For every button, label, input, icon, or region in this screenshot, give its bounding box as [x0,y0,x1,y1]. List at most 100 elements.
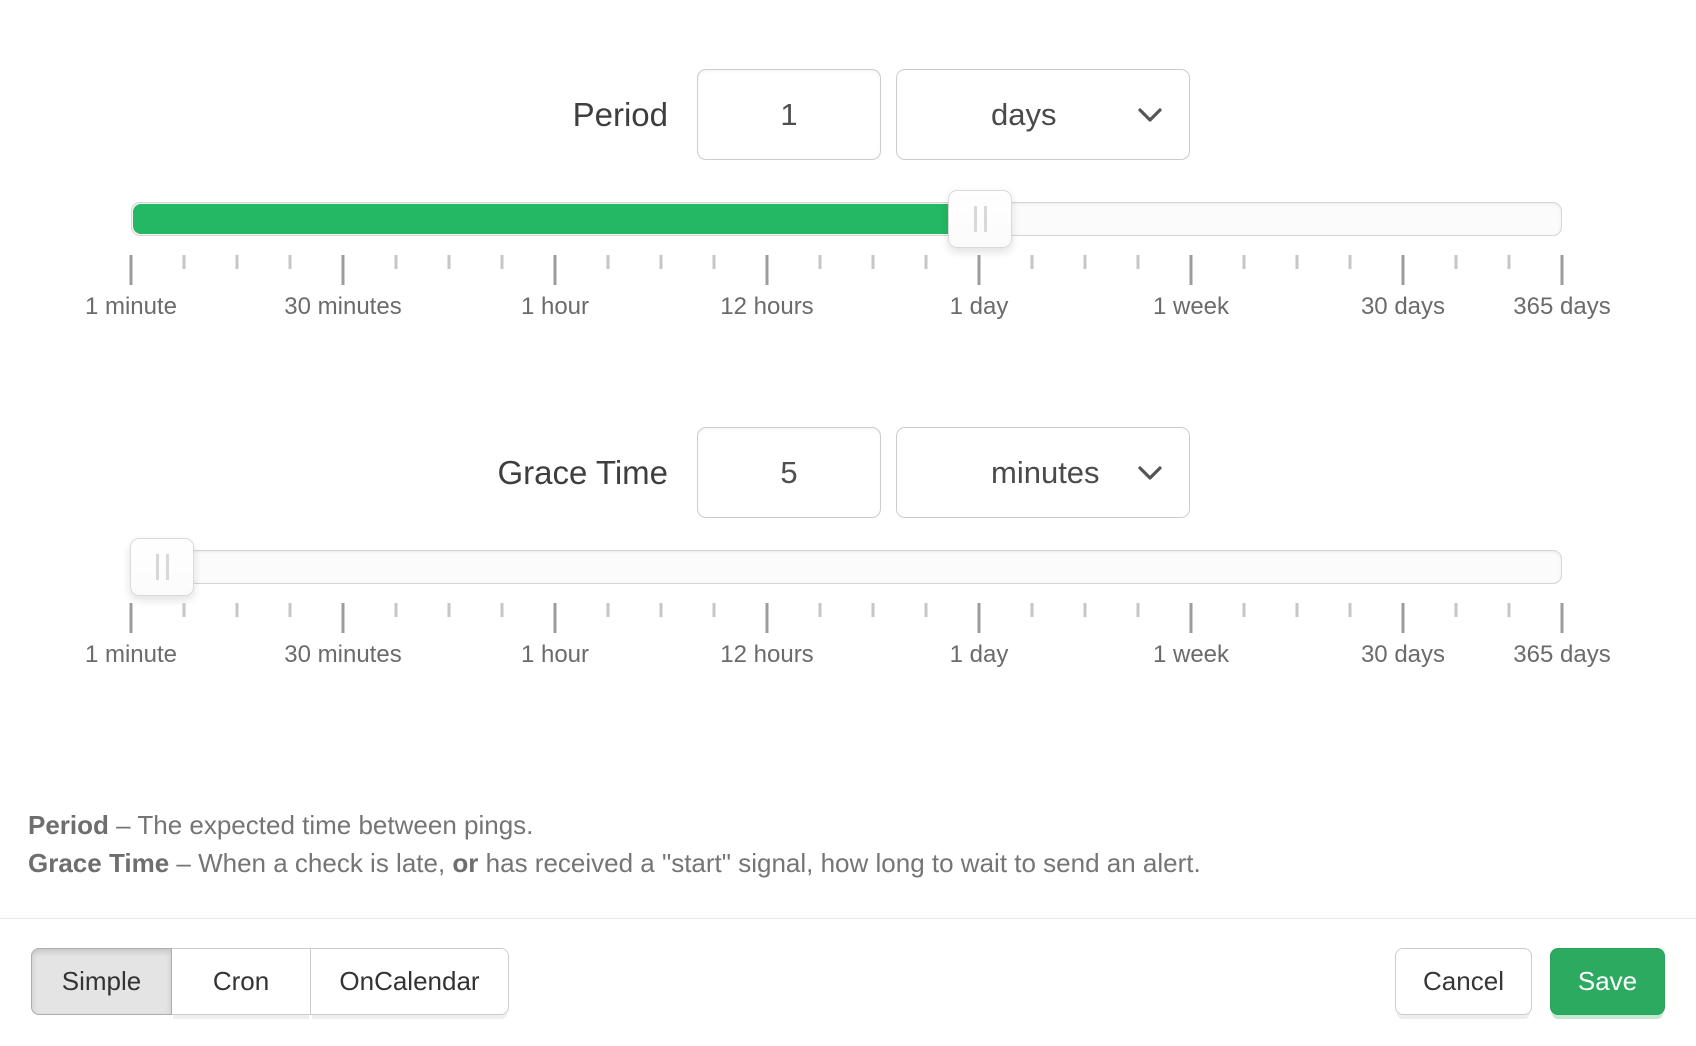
footer-divider [0,918,1696,919]
grace-slider-ticks: 1 minute 30 minutes 1 hour 12 hours 1 day 1 w… [85,603,1611,683]
minor-tick [1136,255,1140,269]
minor-tick [924,603,928,617]
grip-line-icon [155,554,159,580]
tick-label: 30 days [1360,641,1446,668]
minor-tick [1454,603,1458,617]
major-tick [1189,255,1193,285]
grace-value-input[interactable] [697,427,881,518]
tick-label: 1 minute [84,641,178,668]
help-text: Period – The expected time between pings… [28,806,1656,882]
minor-tick [712,255,716,269]
minor-tick [182,255,186,269]
minor-tick [394,603,398,617]
major-tick [765,255,769,285]
tick-label: 1 day [949,641,1009,668]
major-tick [553,255,557,285]
period-value-input[interactable] [697,69,881,160]
major-tick [129,603,133,633]
major-tick [977,255,981,285]
grip-line-icon [973,206,977,232]
tick-label: 1 week [1152,293,1230,320]
tick-label: 30 minutes [284,641,402,668]
tick-label: 30 days [1360,293,1446,320]
save-button[interactable]: Save [1550,948,1665,1015]
grip-line-icon [165,554,169,580]
tick-label: 12 hours [720,293,814,320]
schedule-mode-group: Simple Cron OnCalendar [31,948,509,1015]
minor-tick [659,255,663,269]
mode-button-cron[interactable]: Cron [171,948,311,1015]
grace-help-term: Grace Time [28,848,170,878]
major-tick [129,255,133,285]
minor-tick [1507,255,1511,269]
minor-tick [606,603,610,617]
minor-tick [500,603,504,617]
minor-tick [182,603,186,617]
minor-tick [500,255,504,269]
minor-tick [1242,255,1246,269]
tick-label: 1 minute [84,293,178,320]
minor-tick [818,255,822,269]
period-slider-fill [133,204,980,234]
period-unit-value: days [991,96,1057,132]
major-tick [1401,603,1405,633]
tick-label: 1 day [949,293,1009,320]
minor-tick [447,255,451,269]
minor-tick [1030,255,1034,269]
minor-tick [1507,603,1511,617]
major-tick [553,603,557,633]
minor-tick [659,603,663,617]
grace-help-line: Grace Time – When a check is late, or ha… [28,848,1201,878]
minor-tick [447,603,451,617]
grace-unit-select[interactable]: minutes [896,427,1190,518]
major-tick [341,603,345,633]
minor-tick [1030,603,1034,617]
major-tick [765,603,769,633]
cancel-button[interactable]: Cancel [1395,948,1532,1015]
period-slider-handle[interactable] [948,190,1012,248]
period-slider-track[interactable] [131,190,1562,248]
major-tick [1560,255,1564,285]
major-tick [1401,255,1405,285]
tick-label: 30 minutes [284,293,402,320]
grace-slider-track[interactable] [130,538,1562,596]
period-help-line: Period – The expected time between pings… [28,810,534,840]
minor-tick [235,603,239,617]
minor-tick [235,255,239,269]
grace-slider-handle[interactable] [130,538,195,596]
tick-label: 12 hours [720,641,814,668]
major-tick [1189,603,1193,633]
minor-tick [1083,255,1087,269]
tick-label: 365 days [1513,641,1611,668]
major-tick [341,255,345,285]
tick-label: 365 days [1513,293,1611,320]
period-help-term: Period [28,810,109,840]
minor-tick [288,255,292,269]
tick-label: 1 hour [520,293,590,320]
major-tick [1560,603,1564,633]
minor-tick [1083,603,1087,617]
minor-tick [871,603,875,617]
minor-tick [871,255,875,269]
minor-tick [394,255,398,269]
minor-tick [1348,255,1352,269]
minor-tick [1348,603,1352,617]
grip-line-icon [983,206,987,232]
chevron-down-icon [1138,465,1162,480]
grace-unit-value: minutes [991,454,1100,490]
major-tick [977,603,981,633]
minor-tick [1454,255,1458,269]
period-unit-select[interactable]: days [896,69,1190,160]
mode-button-simple[interactable]: Simple [31,948,172,1015]
minor-tick [1295,255,1299,269]
chevron-down-icon [1138,107,1162,122]
period-slider-ticks: 1 minute 30 minutes 1 hour 12 hours 1 day 1 w… [85,255,1611,335]
tick-label: 1 week [1152,641,1230,668]
minor-tick [288,603,292,617]
tick-label: 1 hour [520,641,590,668]
minor-tick [1295,603,1299,617]
mode-button-oncalendar[interactable]: OnCalendar [310,948,509,1015]
minor-tick [924,255,928,269]
minor-tick [818,603,822,617]
grace-time-label: Grace Time [497,454,668,491]
